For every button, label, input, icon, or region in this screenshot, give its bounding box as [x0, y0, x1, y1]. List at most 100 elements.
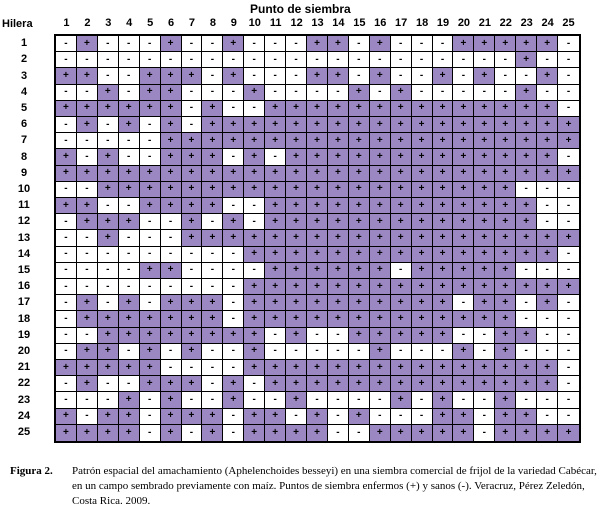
diseased-cell: +: [411, 181, 433, 198]
healthy-cell: -: [223, 100, 245, 117]
diseased-cell: +: [160, 68, 182, 85]
healthy-cell: -: [265, 149, 287, 166]
healthy-cell: -: [558, 262, 579, 279]
diseased-cell: +: [327, 181, 349, 198]
diseased-cell: +: [286, 311, 308, 328]
diseased-cell: +: [202, 198, 224, 215]
diseased-cell: +: [265, 246, 287, 263]
diseased-cell: +: [348, 279, 370, 296]
healthy-cell: -: [76, 246, 98, 263]
healthy-cell: -: [76, 279, 98, 296]
figure-title: Punto de siembra: [250, 2, 351, 16]
healthy-cell: -: [558, 408, 579, 425]
diseased-cell: +: [495, 360, 517, 377]
diseased-cell: +: [390, 424, 412, 441]
diseased-cell: +: [348, 360, 370, 377]
diseased-cell: +: [160, 36, 182, 53]
healthy-cell: -: [516, 295, 538, 312]
healthy-cell: -: [516, 343, 538, 360]
diseased-cell: +: [223, 327, 245, 344]
diseased-cell: +: [327, 376, 349, 393]
healthy-cell: -: [223, 311, 245, 328]
healthy-cell: -: [537, 392, 559, 409]
diseased-cell: +: [244, 408, 266, 425]
diseased-cell: +: [516, 117, 538, 134]
healthy-cell: -: [495, 68, 517, 85]
healthy-cell: -: [139, 214, 161, 231]
diseased-cell: +: [265, 408, 287, 425]
diseased-cell: +: [223, 230, 245, 247]
diseased-cell: +: [307, 376, 328, 393]
diseased-cell: +: [244, 343, 266, 360]
healthy-cell: -: [307, 392, 328, 409]
diseased-cell: +: [160, 295, 182, 312]
healthy-cell: -: [537, 84, 559, 101]
healthy-cell: -: [327, 424, 349, 441]
diseased-cell: +: [369, 343, 391, 360]
diseased-cell: +: [369, 117, 391, 134]
diseased-cell: +: [558, 133, 579, 150]
diseased-cell: +: [516, 360, 538, 377]
healthy-cell: -: [56, 327, 77, 344]
diseased-cell: +: [516, 36, 538, 53]
diseased-cell: +: [411, 246, 433, 263]
diseased-cell: +: [390, 327, 412, 344]
healthy-cell: -: [139, 133, 161, 150]
healthy-cell: -: [411, 52, 433, 69]
diseased-cell: +: [495, 262, 517, 279]
diseased-cell: +: [369, 181, 391, 198]
diseased-cell: +: [432, 100, 454, 117]
diseased-cell: +: [348, 295, 370, 312]
diseased-cell: +: [453, 311, 475, 328]
diseased-cell: +: [537, 376, 559, 393]
healthy-cell: -: [558, 360, 579, 377]
diseased-cell: +: [411, 149, 433, 166]
diseased-cell: +: [265, 181, 287, 198]
healthy-cell: -: [223, 360, 245, 377]
diseased-cell: +: [244, 360, 266, 377]
diseased-cell: +: [307, 246, 328, 263]
healthy-cell: -: [181, 117, 203, 134]
diseased-cell: +: [265, 311, 287, 328]
diseased-cell: +: [432, 424, 454, 441]
diseased-cell: +: [390, 392, 412, 409]
diseased-cell: +: [474, 311, 496, 328]
diseased-cell: +: [286, 149, 308, 166]
diseased-cell: +: [202, 408, 224, 425]
diseased-cell: +: [181, 408, 203, 425]
diseased-cell: +: [181, 230, 203, 247]
healthy-cell: -: [348, 392, 370, 409]
diseased-cell: +: [307, 360, 328, 377]
diseased-cell: +: [56, 424, 77, 441]
diseased-cell: +: [223, 214, 245, 231]
diseased-cell: +: [160, 392, 182, 409]
diseased-cell: +: [97, 181, 119, 198]
healthy-cell: -: [474, 52, 496, 69]
healthy-cell: -: [558, 36, 579, 53]
row-number: 20: [17, 344, 31, 357]
diseased-cell: +: [202, 165, 224, 182]
healthy-cell: -: [265, 52, 287, 69]
diseased-cell: +: [97, 360, 119, 377]
diseased-cell: +: [474, 198, 496, 215]
diseased-cell: +: [286, 198, 308, 215]
diseased-cell: +: [56, 408, 77, 425]
column-number: 11: [269, 17, 282, 29]
diseased-cell: +: [495, 327, 517, 344]
healthy-cell: -: [76, 262, 98, 279]
healthy-cell: -: [223, 52, 245, 69]
diseased-cell: +: [432, 117, 454, 134]
healthy-cell: -: [411, 408, 433, 425]
diseased-cell: +: [97, 100, 119, 117]
healthy-cell: -: [139, 424, 161, 441]
diseased-cell: +: [537, 100, 559, 117]
diseased-cell: +: [558, 424, 579, 441]
healthy-cell: -: [97, 117, 119, 134]
healthy-cell: -: [558, 214, 579, 231]
healthy-cell: -: [118, 133, 140, 150]
diseased-cell: +: [474, 295, 496, 312]
diseased-cell: +: [369, 295, 391, 312]
diseased-cell: +: [390, 133, 412, 150]
diseased-cell: +: [537, 68, 559, 85]
diseased-cell: +: [474, 133, 496, 150]
